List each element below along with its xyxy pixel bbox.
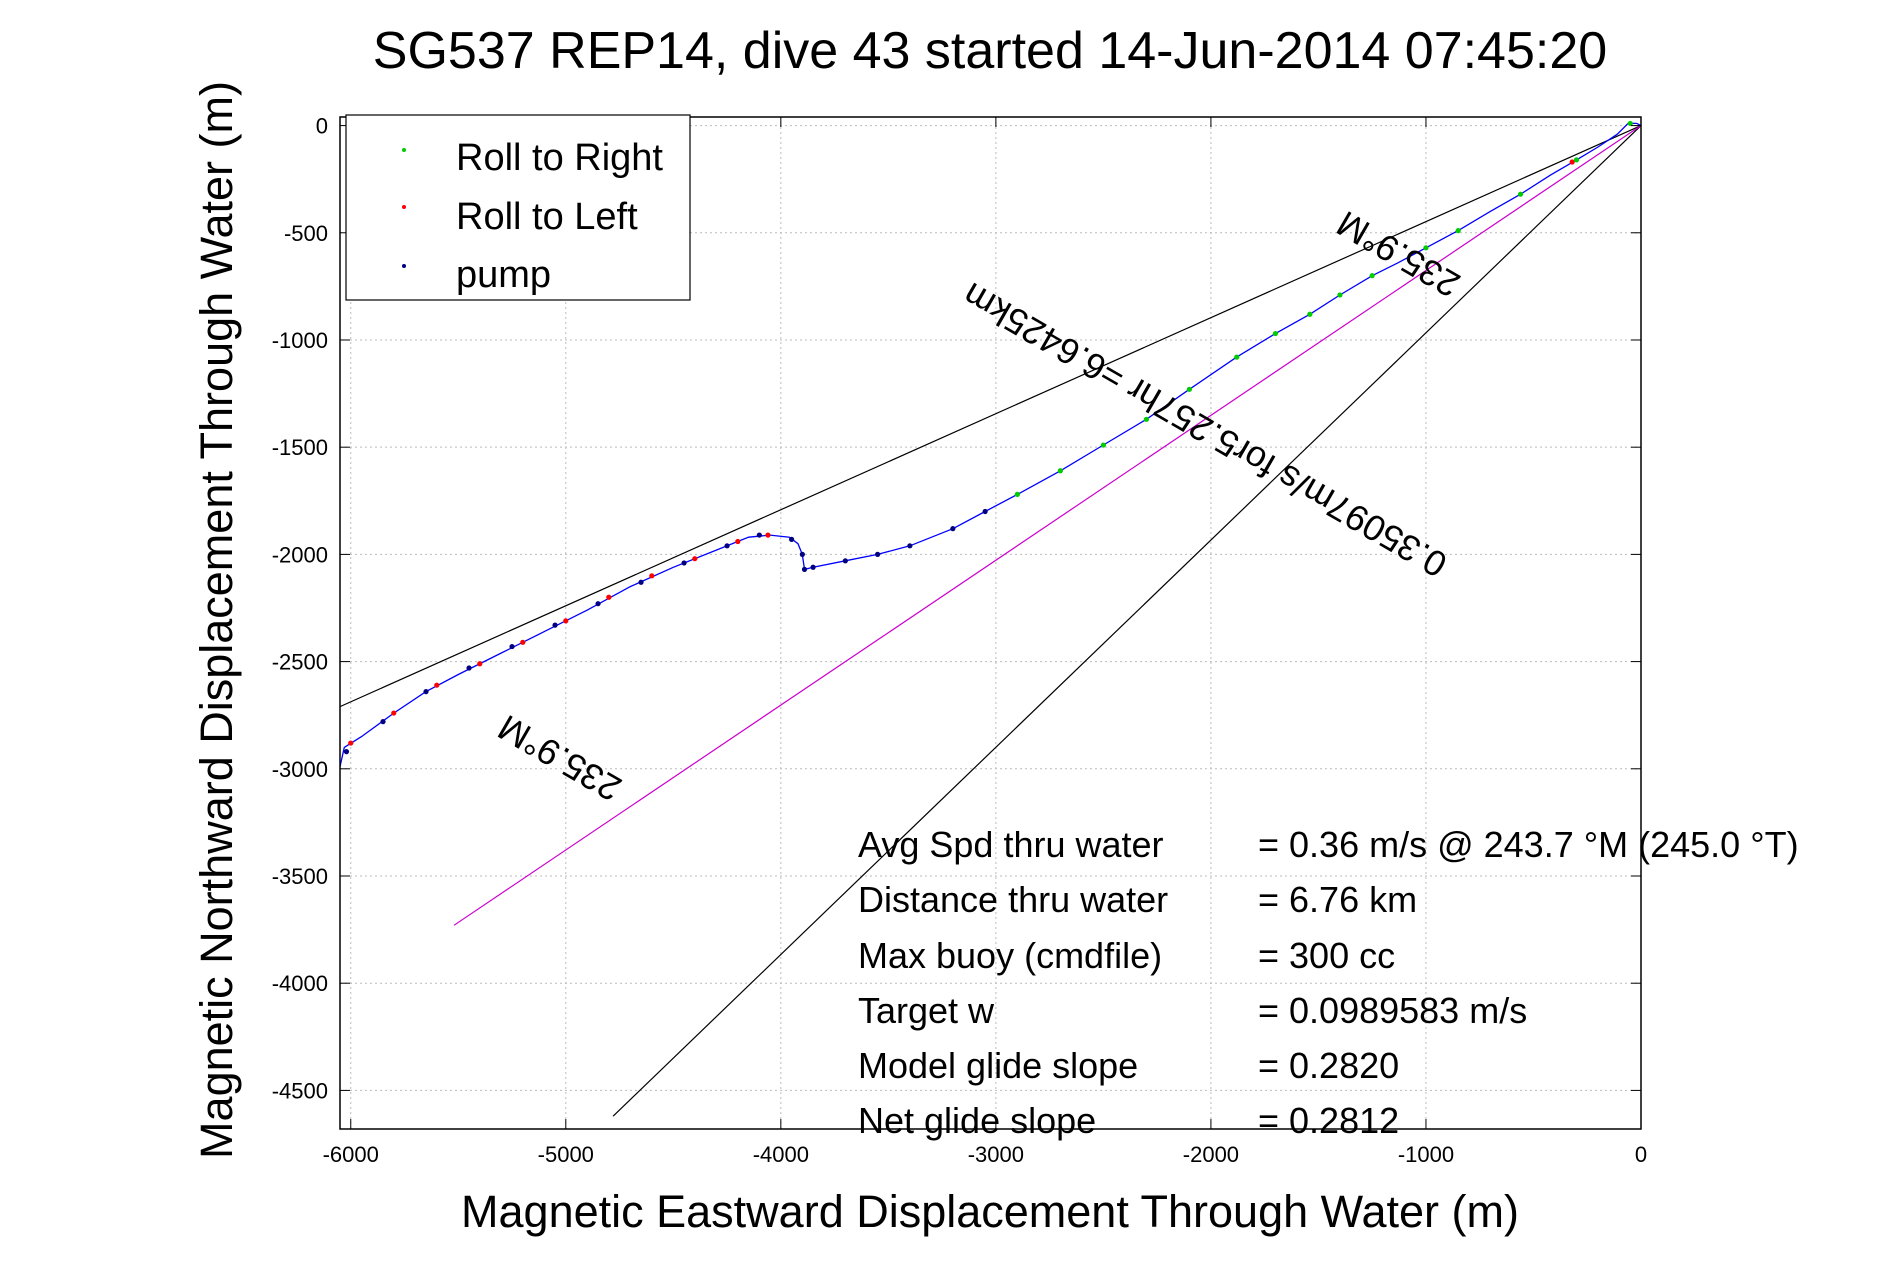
legend: Roll to Right Roll to Left pump <box>345 114 691 301</box>
roll-right-marker <box>1186 386 1193 392</box>
roll-left-marker <box>606 594 612 600</box>
line-bound-lower <box>612 125 1642 1117</box>
roll-left-marker <box>692 556 698 562</box>
roll-right-marker <box>1517 191 1524 197</box>
legend-marker-roll-right <box>402 148 406 152</box>
markers <box>343 120 1633 755</box>
pump-marker <box>638 579 644 585</box>
stats-block: Avg Spd thru water = 0.36 m/s @ 243.7 °M… <box>858 824 1799 1141</box>
pump-marker <box>842 558 848 564</box>
x-tick-label: -1000 <box>1398 1142 1454 1167</box>
x-tick-label: -3000 <box>968 1142 1024 1167</box>
ticks: -6000 -5000 -4000 -3000 -2000 -1000 0 0 -500 -100… <box>272 114 1647 1167</box>
roll-left-marker <box>735 538 741 545</box>
stat-label-distance: Distance thru water <box>858 879 1168 920</box>
pump-marker <box>907 543 913 549</box>
plot-frame <box>339 116 1642 1130</box>
x-tick-label: -5000 <box>538 1142 594 1167</box>
x-tick-label: -2000 <box>1183 1142 1239 1167</box>
pump-marker <box>681 560 687 566</box>
y-tick-label: -1500 <box>272 435 328 460</box>
reference-lines <box>339 125 1642 1117</box>
stat-label-avg-speed: Avg Spd thru water <box>858 824 1164 865</box>
pump-marker <box>756 532 762 538</box>
y-tick-label: -3000 <box>272 757 328 782</box>
roll-left-marker <box>434 682 440 688</box>
pump-marker <box>552 622 558 628</box>
y-tick-label: -2500 <box>272 650 328 675</box>
roll-left-marker <box>1569 159 1575 165</box>
roll-left-marker <box>765 532 771 538</box>
y-tick-label: -4000 <box>272 971 328 996</box>
roll-right-marker <box>1143 416 1150 422</box>
pump-marker <box>343 749 350 755</box>
legend-label-roll-left: Roll to Left <box>456 196 638 238</box>
grid <box>340 117 1642 1129</box>
pump-marker <box>788 536 795 542</box>
y-tick-label: -500 <box>284 221 328 246</box>
stat-value-distance: = 6.76 km <box>1258 879 1417 920</box>
pump-marker <box>595 601 601 607</box>
chart-title: SG537 REP14, dive 43 started 14-Jun-2014… <box>373 22 1607 80</box>
roll-left-marker <box>520 639 526 645</box>
x-tick-label: -4000 <box>753 1142 809 1167</box>
roll-left-marker <box>348 740 354 746</box>
y-tick-label: -3500 <box>272 864 328 889</box>
roll-right-marker <box>1337 292 1343 298</box>
pump-marker <box>423 689 429 695</box>
pump-marker <box>466 665 472 671</box>
legend-marker-pump <box>402 264 406 268</box>
roll-left-marker <box>649 573 655 579</box>
pump-marker <box>810 564 816 570</box>
roll-right-marker <box>1307 311 1313 317</box>
legend-label-roll-right: Roll to Right <box>456 137 663 179</box>
y-tick-label: -1000 <box>272 328 328 353</box>
pump-marker <box>875 551 881 557</box>
roll-right-marker <box>1573 157 1580 163</box>
x-axis-label: Magnetic Eastward Displacement Through W… <box>461 1186 1519 1237</box>
y-tick-label: -4500 <box>272 1078 328 1103</box>
y-tick-label: -2000 <box>272 542 328 567</box>
stat-value-avg-speed: = 0.36 m/s @ 243.7 °M (245.0 °T) <box>1258 824 1799 865</box>
roll-left-marker <box>391 710 397 716</box>
roll-right-marker <box>1369 273 1375 279</box>
stat-value-target-w: = 0.0989583 m/s <box>1258 990 1527 1031</box>
roll-right-marker <box>1234 354 1240 360</box>
pump-marker <box>801 566 808 572</box>
pump-marker <box>950 526 956 532</box>
legend-marker-roll-left <box>402 205 406 209</box>
legend-label-pump: pump <box>456 254 551 296</box>
roll-right-marker <box>1100 442 1106 448</box>
stat-value-net-glide: = 0.2812 <box>1258 1100 1399 1141</box>
line-net <box>453 125 1642 926</box>
roll-right-marker <box>1423 245 1429 251</box>
x-tick-label: -6000 <box>323 1142 379 1167</box>
pump-marker <box>380 719 386 725</box>
roll-right-marker <box>1272 330 1279 337</box>
stat-value-max-buoy: = 300 cc <box>1258 935 1395 976</box>
roll-right-marker <box>1057 468 1063 474</box>
stat-value-model-glide: = 0.2820 <box>1258 1045 1399 1086</box>
x-tick-label: 0 <box>1635 1142 1647 1167</box>
pump-marker <box>799 551 805 557</box>
stat-label-max-buoy: Max buoy (cmdfile) <box>858 935 1162 976</box>
roll-left-marker <box>477 661 483 667</box>
roll-right-marker <box>1627 120 1633 127</box>
y-tick-label: 0 <box>316 114 328 139</box>
roll-right-marker <box>1014 491 1020 497</box>
stat-label-target-w: Target w <box>858 990 995 1031</box>
stat-label-net-glide: Net glide slope <box>858 1100 1096 1141</box>
roll-right-marker <box>1455 228 1461 234</box>
y-axis-label: Magnetic Northward Displacement Through … <box>191 81 242 1159</box>
roll-left-marker <box>563 618 569 624</box>
stat-label-model-glide: Model glide slope <box>858 1045 1138 1086</box>
pump-marker <box>982 508 988 515</box>
pump-marker <box>509 643 515 650</box>
line-bound-upper <box>339 125 1642 708</box>
pump-marker <box>724 543 730 549</box>
